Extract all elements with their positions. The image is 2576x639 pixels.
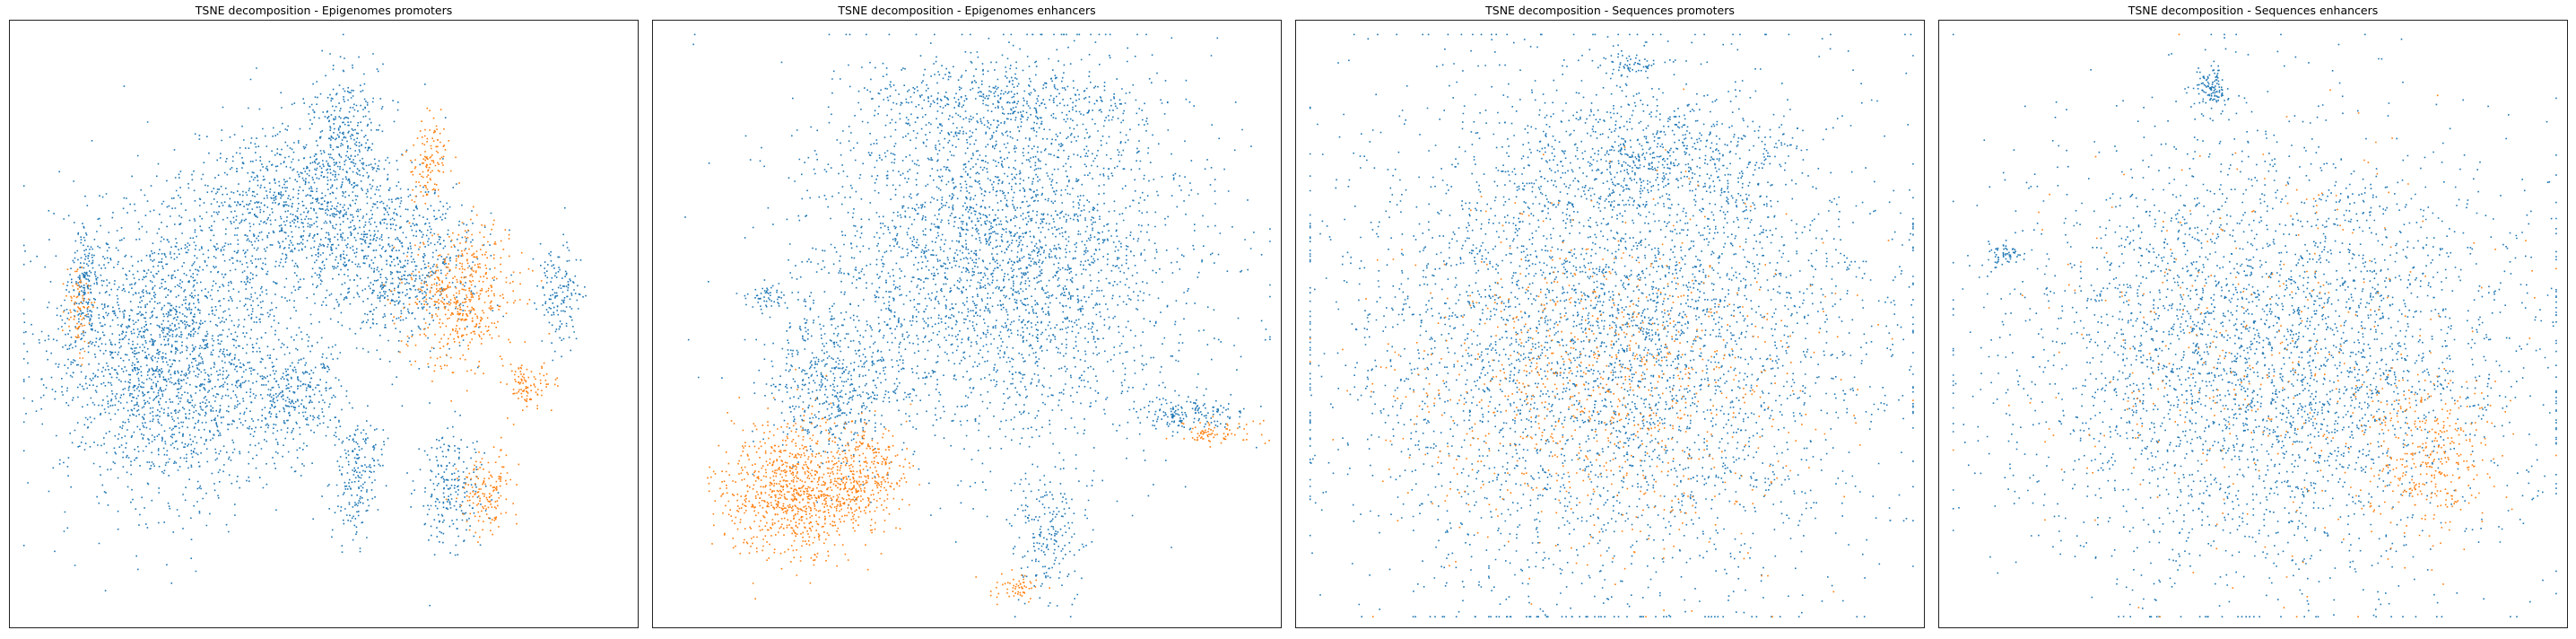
scatter-points xyxy=(1309,88,1914,618)
point-cluster-class_0 xyxy=(123,67,452,323)
scatter-points xyxy=(284,33,399,222)
point-cluster-class_1 xyxy=(975,569,1050,606)
scatter-svg xyxy=(1952,33,2557,618)
scatter-points xyxy=(2184,48,2240,119)
point-cluster-class_1 xyxy=(1165,416,1270,448)
point-cluster-class_0 xyxy=(1440,59,1843,270)
scatter-svg xyxy=(684,33,1271,618)
point-cluster-class_0 xyxy=(1008,427,1093,607)
point-cluster-class_0 xyxy=(744,279,794,315)
point-cluster-class_1 xyxy=(383,188,551,402)
point-cluster-class_0 xyxy=(1952,33,2557,618)
scatter-points xyxy=(326,395,389,553)
scatter-plot-area xyxy=(9,20,639,628)
scatter-points xyxy=(804,403,920,534)
panel-title: TSNE decomposition - Epigenomes enhancer… xyxy=(838,4,1096,17)
scatter-points xyxy=(406,402,500,607)
point-cluster-class_1 xyxy=(500,358,559,425)
scatter-points xyxy=(1952,33,2557,618)
scatter-points xyxy=(63,205,111,378)
point-cluster-class_1 xyxy=(62,267,96,366)
scatter-points xyxy=(402,107,460,205)
scatter-points xyxy=(123,67,452,323)
panel-epigenomes-promoters: TSNE decomposition - Epigenomes promoter… xyxy=(9,0,639,639)
scatter-points xyxy=(383,188,551,402)
scatter-points xyxy=(975,569,1050,606)
panel-title: TSNE decomposition - Sequences promoters xyxy=(1485,4,1735,17)
point-cluster-class_0 xyxy=(534,206,587,362)
scatter-points xyxy=(721,272,927,506)
point-cluster-class_0 xyxy=(284,33,399,222)
point-cluster-class_1 xyxy=(402,107,460,205)
scatter-points xyxy=(831,44,1195,171)
point-cluster-class_0 xyxy=(1309,33,1914,618)
scatter-points xyxy=(1309,33,1914,618)
point-cluster-class_1 xyxy=(804,403,920,534)
point-cluster-class_0 xyxy=(684,33,1271,618)
scatter-plot-area xyxy=(1938,20,2568,628)
point-cluster-class_0 xyxy=(63,205,111,378)
point-cluster-class_1 xyxy=(445,436,520,543)
scatter-points xyxy=(62,267,96,366)
point-cluster-class_1 xyxy=(2327,367,2514,585)
scatter-points xyxy=(707,368,910,600)
panel-epigenomes-enhancers: TSNE decomposition - Epigenomes enhancer… xyxy=(652,0,1282,639)
point-cluster-class_0 xyxy=(1603,45,1675,80)
point-cluster-class_1 xyxy=(1952,33,2557,618)
scatter-points xyxy=(1603,45,1675,80)
scatter-points xyxy=(224,328,356,472)
point-cluster-class_0 xyxy=(2184,48,2240,119)
point-cluster-class_0 xyxy=(406,402,500,607)
scatter-points xyxy=(534,206,587,362)
scatter-plot-area xyxy=(652,20,1282,628)
point-cluster-class_0 xyxy=(1969,240,2021,273)
scatter-points xyxy=(1008,427,1093,607)
point-cluster-class_0 xyxy=(326,395,389,553)
point-cluster-class_1 xyxy=(707,368,910,600)
point-cluster-class_1 xyxy=(1309,88,1914,618)
panel-sequences-enhancers: TSNE decomposition - Sequences enhancers xyxy=(1938,0,2568,639)
scatter-svg xyxy=(22,33,587,607)
panel-title: TSNE decomposition - Epigenomes promoter… xyxy=(195,4,453,17)
scatter-points xyxy=(684,33,1271,618)
scatter-svg xyxy=(1309,33,1914,618)
scatter-points xyxy=(744,279,794,315)
scatter-points xyxy=(1165,416,1270,448)
point-cluster-class_0 xyxy=(831,44,1195,171)
scatter-points xyxy=(1094,386,1262,437)
scatter-points xyxy=(500,358,559,425)
scatter-points xyxy=(1440,59,1843,270)
scatter-points xyxy=(260,158,535,386)
scatter-points xyxy=(1952,33,2557,618)
point-cluster-class_0 xyxy=(1094,386,1262,437)
panel-title: TSNE decomposition - Sequences enhancers xyxy=(2128,4,2379,17)
panel-sequences-promoters: TSNE decomposition - Sequences promoters xyxy=(1295,0,1925,639)
scatter-points xyxy=(2327,367,2514,585)
point-cluster-class_0 xyxy=(224,328,356,472)
point-cluster-class_0 xyxy=(260,158,535,386)
point-cluster-class_0 xyxy=(721,272,927,506)
scatter-points xyxy=(1969,240,2021,273)
scatter-plot-area xyxy=(1295,20,1925,628)
scatter-points xyxy=(445,436,520,543)
